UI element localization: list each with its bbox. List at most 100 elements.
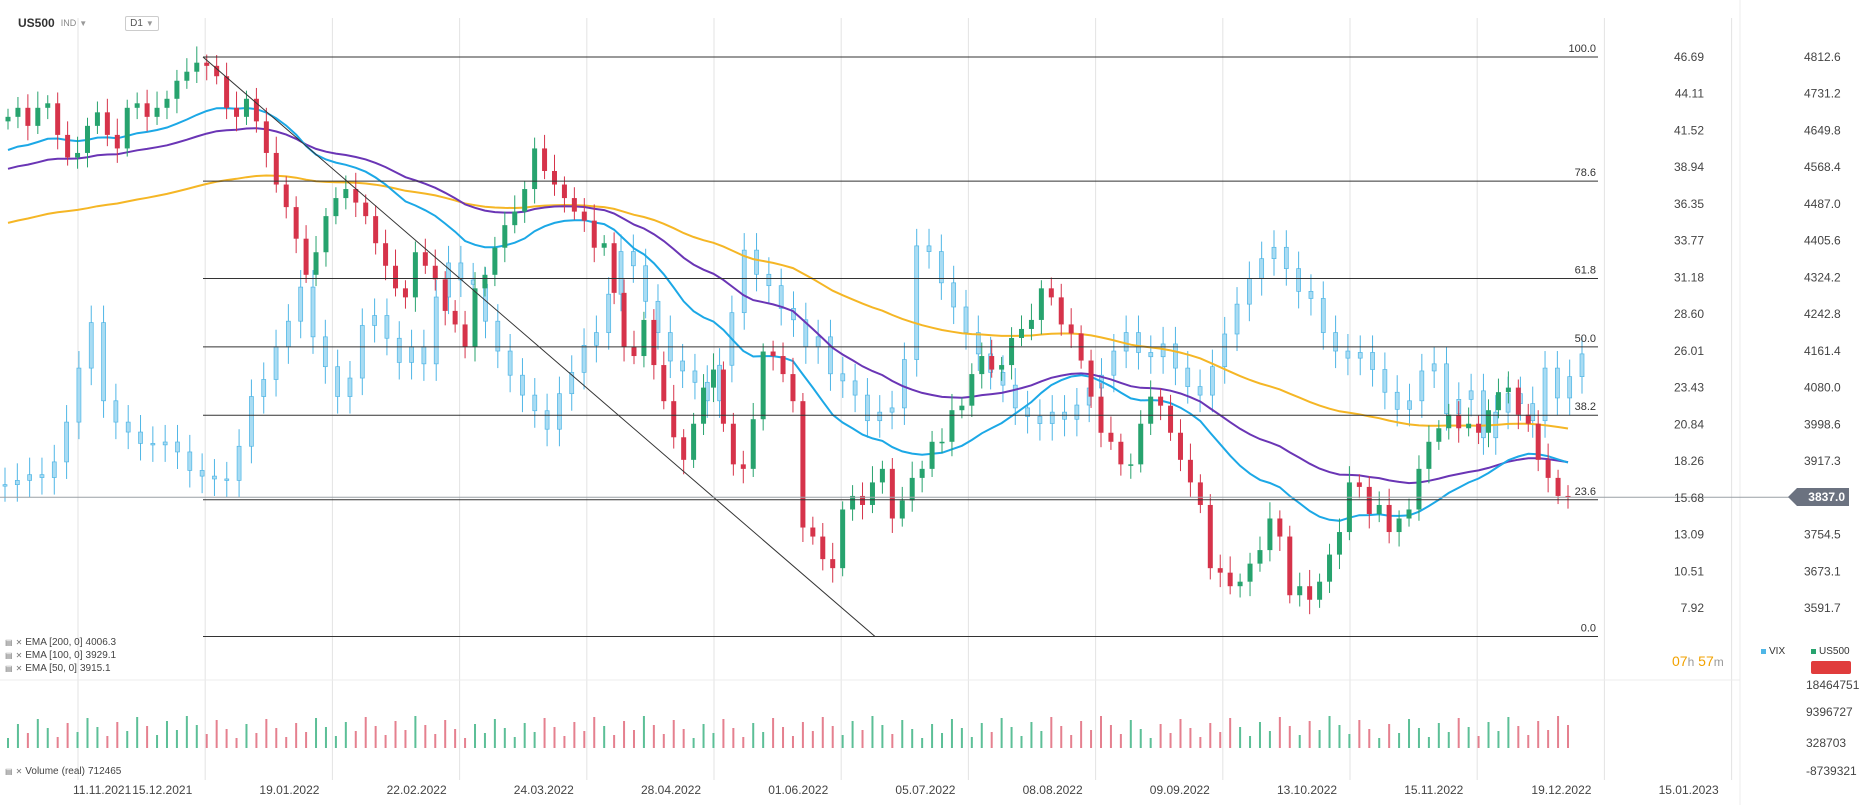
vix-body xyxy=(1394,391,1400,410)
candle-body xyxy=(1168,405,1174,433)
indicator-ema-200[interactable]: ▤ ✕ EMA [200, 0] 4006.3 xyxy=(5,636,116,649)
volume-bar xyxy=(96,727,99,748)
candle-body xyxy=(740,464,746,469)
legend-us500[interactable]: US500 xyxy=(1811,646,1850,657)
candle-body xyxy=(1297,586,1303,596)
volume-bar xyxy=(652,725,655,748)
candle-body xyxy=(830,559,836,569)
volume-bar xyxy=(1487,722,1490,748)
volume-bar xyxy=(1109,725,1112,748)
fib-level-label: 38.2 xyxy=(1575,401,1596,413)
volume-bar xyxy=(1080,721,1083,748)
volume-bar xyxy=(513,737,516,748)
candle-body xyxy=(681,437,687,460)
candle-body xyxy=(611,243,617,293)
candle-body xyxy=(25,107,31,126)
settings-icon[interactable]: ▤ xyxy=(5,651,13,660)
volume-bar xyxy=(722,719,725,748)
volume-bar xyxy=(26,733,29,748)
vix-body xyxy=(495,320,501,352)
candle-body xyxy=(472,288,478,348)
volume-bar xyxy=(404,730,407,748)
volume-bar xyxy=(533,732,536,748)
volume-bar xyxy=(1010,727,1013,748)
candle-body xyxy=(889,468,895,519)
volume-bar xyxy=(1119,734,1122,748)
volume-tick-label: 328703 xyxy=(1806,736,1846,750)
us500-color-badge[interactable] xyxy=(1811,661,1851,674)
symbol-name[interactable]: US500 xyxy=(18,16,55,30)
vix-body xyxy=(914,245,920,360)
volume-indicator[interactable]: ▤ ✕ Volume (real) 712465 xyxy=(5,766,121,777)
candle-body xyxy=(551,171,557,185)
volume-bar xyxy=(76,732,79,748)
volume-bar xyxy=(613,735,616,748)
volume-bar xyxy=(1219,732,1222,748)
vix-body xyxy=(249,396,254,447)
volume-bar xyxy=(126,731,129,748)
close-icon[interactable]: ✕ xyxy=(15,767,23,776)
fibonacci-retracement[interactable]: 100.0 78.6 61.8 50.0 38.2 23.6 0.0 xyxy=(0,43,1792,637)
volume-bar xyxy=(1398,733,1401,748)
vix-body xyxy=(692,370,698,383)
volume-bars xyxy=(7,716,1569,748)
indicator-ema-100[interactable]: ▤ ✕ EMA [100, 0] 3929.1 xyxy=(5,649,116,662)
volume-bar xyxy=(1239,727,1242,748)
vix-tick-label: 23.43 xyxy=(1674,381,1704,395)
candle-body xyxy=(204,62,210,66)
volume-bar xyxy=(1209,723,1212,748)
volume-bar xyxy=(682,729,685,748)
close-icon[interactable]: ✕ xyxy=(15,664,23,673)
indicator-ema-50[interactable]: ▤ ✕ EMA [50, 0] 3915.1 xyxy=(5,662,116,675)
volume-bar xyxy=(1099,716,1102,748)
candle-body xyxy=(1009,337,1015,366)
candle-body xyxy=(840,509,846,569)
candle-body xyxy=(1386,504,1392,533)
vix-body xyxy=(310,286,316,338)
candle-body xyxy=(1138,423,1144,465)
settings-icon[interactable]: ▤ xyxy=(5,664,13,673)
close-icon[interactable]: ✕ xyxy=(15,638,23,647)
volume-bar xyxy=(324,727,327,748)
vix-body xyxy=(865,394,870,422)
vix-body xyxy=(594,332,599,346)
vix-body xyxy=(286,320,291,348)
volume-bar xyxy=(1129,720,1132,748)
vix-body xyxy=(187,451,193,471)
volume-bar xyxy=(911,729,914,748)
timeframe-selector[interactable]: D1 ▼ xyxy=(125,15,159,31)
settings-icon[interactable]: ▤ xyxy=(5,767,13,776)
vix-body xyxy=(1111,350,1117,376)
volume-bar xyxy=(1437,723,1440,748)
candle-body xyxy=(1128,464,1134,466)
candle-body xyxy=(214,65,220,77)
candle-body xyxy=(35,107,41,126)
volume-bar xyxy=(1060,726,1063,748)
y-tick-label: 4242.8 xyxy=(1804,307,1841,321)
volume-bar xyxy=(603,726,606,748)
candle-body xyxy=(1406,509,1412,519)
volume-tick-label: -8739321 xyxy=(1806,764,1857,778)
volume-bar xyxy=(1020,736,1023,748)
legend-vix[interactable]: VIX xyxy=(1761,646,1785,657)
volume-bar xyxy=(1467,727,1470,748)
vix-body xyxy=(1296,268,1301,292)
x-tick-label: 19.01.2022 xyxy=(259,783,319,797)
candle-body xyxy=(850,495,856,510)
volume-bar xyxy=(1338,725,1341,748)
candle-body xyxy=(1535,423,1541,460)
volume-bar xyxy=(821,717,824,748)
vix-body xyxy=(14,480,20,485)
volume-bar xyxy=(1358,720,1361,748)
settings-icon[interactable]: ▤ xyxy=(5,638,13,647)
candle-body xyxy=(114,134,120,149)
volume-bar xyxy=(881,725,884,748)
vix-body xyxy=(926,245,932,252)
vix-body xyxy=(359,325,365,379)
candle-body xyxy=(691,423,697,460)
vix-body xyxy=(1320,298,1326,333)
vix-body xyxy=(1567,376,1573,399)
market-selector[interactable]: IND ▼ xyxy=(61,18,87,28)
close-icon[interactable]: ✕ xyxy=(15,651,23,660)
